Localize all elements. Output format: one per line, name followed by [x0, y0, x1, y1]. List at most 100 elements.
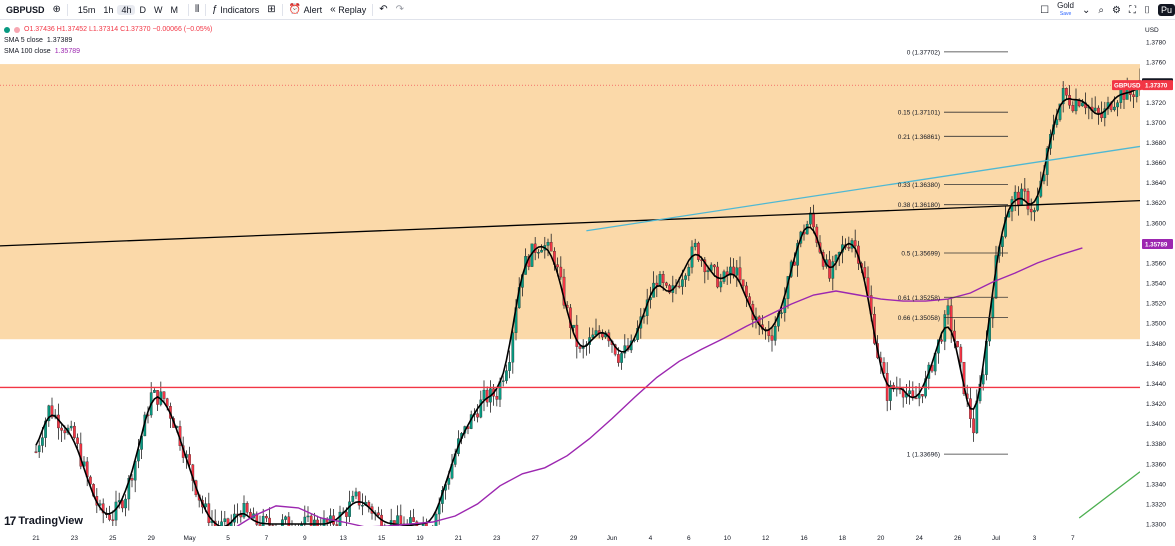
timeframe-m[interactable]: M: [170, 4, 178, 15]
candle: [409, 510, 412, 526]
candle-body: [153, 390, 156, 393]
candle-body: [351, 495, 355, 502]
y-tick-label: 1.3540: [1146, 281, 1166, 288]
candle-body: [613, 344, 617, 355]
sma100-price-tag-text: 1.35789: [1145, 241, 1168, 248]
candle: [735, 260, 739, 287]
candle-body: [591, 334, 595, 338]
candle-body: [223, 518, 227, 522]
candle: [1065, 87, 1068, 99]
candle-body: [495, 396, 499, 400]
y-tick-label: 1.3560: [1146, 260, 1166, 267]
candle: [508, 350, 511, 379]
fib-level: 0.38 (1.36180): [898, 202, 1008, 209]
candle-body: [882, 362, 886, 374]
layout-menu-button[interactable]: ⌄: [1078, 0, 1094, 20]
candle-body: [828, 259, 831, 279]
compare-button[interactable]: ⊕: [49, 0, 65, 20]
x-tick-label: 25: [109, 535, 117, 542]
candle-body: [959, 346, 963, 363]
candle: [853, 229, 857, 258]
candle: [1081, 99, 1084, 107]
candle-body: [1020, 188, 1023, 205]
candle-body: [809, 212, 812, 225]
symbol-search-button[interactable]: GBPUSD: [0, 0, 49, 20]
fib-level: 0.21 (1.36861): [898, 134, 1008, 141]
candle: [908, 380, 911, 405]
candle-body: [1081, 102, 1084, 107]
candle: [47, 404, 51, 427]
candle: [809, 206, 812, 228]
tradingview-mark-icon: 17: [4, 514, 16, 528]
timeframe-d[interactable]: D: [139, 4, 146, 15]
redo-icon: ↷: [395, 4, 405, 15]
sma5-label: SMA 5 close: [4, 37, 43, 44]
redo-button[interactable]: ↷: [392, 0, 408, 20]
candle-body: [239, 514, 243, 518]
fullscreen-button[interactable]: ⛶: [1125, 0, 1140, 20]
fib-label: 0.38 (1.36180): [898, 202, 940, 209]
x-tick-label: 9: [303, 535, 307, 542]
sma5-row[interactable]: SMA 5 close 1.37389: [4, 35, 212, 46]
candle-body: [617, 354, 620, 363]
y-tick-label: 1.3320: [1146, 501, 1166, 508]
candle: [354, 487, 358, 500]
replay-button[interactable]: « Replay: [326, 0, 370, 20]
candle: [1029, 198, 1033, 221]
candles-icon: ⫴: [194, 4, 200, 15]
settings-button[interactable]: ⚙: [1108, 0, 1125, 20]
quick-search-button[interactable]: ⌕: [1094, 0, 1108, 20]
layout-name-button[interactable]: Gold Save: [1057, 2, 1074, 18]
candle: [585, 341, 588, 356]
x-tick-label: 7: [1071, 535, 1075, 542]
candle-body: [41, 437, 44, 446]
alarm-clock-icon: ⏰: [288, 4, 302, 15]
x-tick-label: Jul: [992, 535, 1001, 542]
candle-body: [921, 394, 924, 397]
alert-button[interactable]: ⏰ Alert: [285, 0, 326, 20]
candle: [687, 263, 691, 281]
price-chart[interactable]: 0 (1.37702) 0.15 (1.37101) 0.21 (1.36861) 0…: [0, 20, 1175, 546]
fib-level: 0 (1.37702): [907, 49, 1008, 56]
candle: [495, 386, 499, 407]
fib-level: 0.61 (1.35258): [898, 295, 1008, 302]
candle: [697, 241, 700, 262]
fib-label: 0.66 (1.35058): [898, 315, 940, 322]
candle-body: [1113, 106, 1116, 111]
grid-icon: ⊞: [267, 4, 276, 15]
time-axis: [0, 526, 1140, 546]
publish-button[interactable]: Pu: [1157, 4, 1175, 16]
y-tick-label: 1.3380: [1146, 441, 1166, 448]
snapshot-button[interactable]: ⌷: [1140, 0, 1154, 20]
tradingview-logo[interactable]: 17 TradingView: [4, 514, 83, 528]
y-tick-label: 1.3440: [1146, 381, 1166, 388]
timeframe-15m[interactable]: 15m: [77, 4, 96, 15]
candle: [69, 420, 73, 431]
sma100-row[interactable]: SMA 100 close 1.35789: [4, 46, 212, 57]
candle-body: [1033, 210, 1036, 213]
candle: [233, 504, 236, 529]
candle-body: [73, 425, 76, 438]
undo-button[interactable]: ↶: [375, 0, 391, 20]
templates-button[interactable]: ⊞: [263, 0, 279, 20]
symbol-price-tag: GBPUSD: [1112, 80, 1142, 91]
price-axis: [1140, 20, 1175, 546]
layout-button[interactable]: ☐: [1036, 0, 1053, 20]
candle-body: [697, 242, 700, 260]
candle: [956, 340, 959, 348]
candle-body: [853, 240, 857, 247]
y-tick-label: 1.3460: [1146, 361, 1166, 368]
ohlc-values: O1.37436 H1.37452 L1.37314 C1.37370 −0.0…: [24, 26, 213, 33]
candle-body: [665, 282, 668, 286]
candle-body: [124, 498, 127, 509]
timeframe-w[interactable]: W: [153, 4, 163, 15]
timeframe-1h[interactable]: 1h: [103, 4, 114, 15]
candle: [972, 409, 975, 442]
candle-body: [556, 264, 559, 268]
timeframe-4h[interactable]: 4h: [117, 4, 136, 15]
chart-type-button[interactable]: ⫴: [191, 0, 203, 20]
candle-body: [729, 266, 732, 276]
top-toolbar: GBPUSD ⊕ 15m 1h 4h D W M ⫴ ƒ Indicators …: [0, 0, 1175, 20]
candle-body: [719, 281, 723, 288]
indicators-button[interactable]: ƒ Indicators: [208, 0, 263, 20]
